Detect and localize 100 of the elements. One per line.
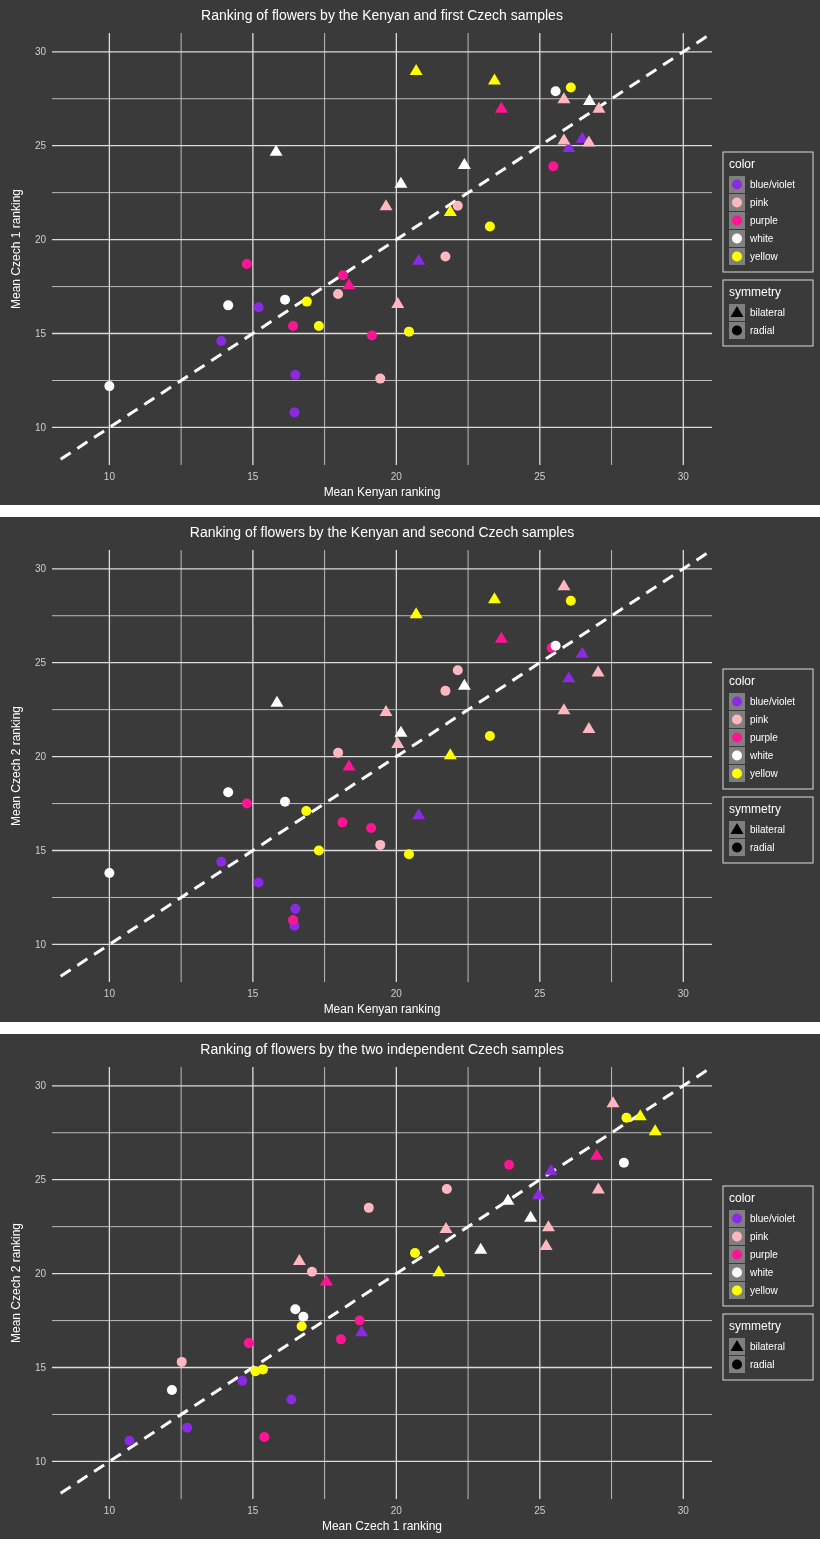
point bbox=[289, 407, 300, 418]
point bbox=[243, 1338, 254, 1349]
point bbox=[313, 321, 324, 332]
point bbox=[375, 839, 386, 850]
y-axis-title: Mean Czech 2 ranking bbox=[9, 705, 23, 827]
point bbox=[606, 1096, 620, 1108]
y-tick-label: 10 bbox=[34, 421, 47, 433]
point bbox=[452, 200, 463, 211]
text: radial bbox=[750, 1359, 775, 1370]
x-tick-label: 20 bbox=[390, 1505, 403, 1516]
point bbox=[313, 845, 324, 856]
y-axis-title: Mean Czech 2 ranking bbox=[9, 1222, 23, 1344]
x-tick-label: 25 bbox=[534, 988, 546, 999]
point bbox=[335, 1334, 346, 1345]
y-tick-label: 20 bbox=[34, 751, 47, 763]
x-tick-label: 20 bbox=[390, 988, 403, 999]
text: radial bbox=[750, 842, 775, 853]
legend-title: color bbox=[729, 674, 756, 688]
point bbox=[557, 703, 571, 715]
point bbox=[253, 877, 264, 888]
point bbox=[557, 92, 571, 104]
point bbox=[394, 725, 408, 737]
point bbox=[582, 135, 596, 147]
point bbox=[443, 204, 457, 216]
legend-label: blue/violet bbox=[750, 696, 796, 707]
point bbox=[410, 1247, 420, 1258]
point bbox=[333, 289, 344, 300]
point bbox=[565, 82, 576, 93]
legend-label: pink bbox=[750, 1231, 770, 1242]
x-tick-label: 30 bbox=[677, 471, 690, 482]
point bbox=[539, 1238, 553, 1250]
point bbox=[633, 1109, 647, 1121]
legend-title: color bbox=[729, 1191, 756, 1205]
point bbox=[298, 1311, 309, 1322]
point bbox=[457, 157, 471, 169]
point bbox=[590, 1148, 604, 1160]
point bbox=[241, 259, 252, 270]
x-axis-title: Mean Czech 1 ranking bbox=[321, 1519, 443, 1533]
x-axis-title: Mean Kenyan ranking bbox=[323, 1002, 441, 1016]
y-tick-label: 20 bbox=[34, 234, 47, 246]
y-tick-label: 30 bbox=[34, 1080, 47, 1092]
point bbox=[253, 302, 264, 313]
point bbox=[524, 1210, 538, 1222]
y-tick-label: 25 bbox=[34, 657, 47, 669]
point bbox=[223, 787, 234, 798]
point bbox=[301, 806, 312, 817]
legend-label: white bbox=[749, 750, 774, 761]
point bbox=[176, 1356, 187, 1367]
y-tick-label: 10 bbox=[34, 1455, 47, 1467]
point bbox=[412, 253, 426, 265]
point bbox=[391, 296, 405, 308]
y-tick-label: 25 bbox=[34, 1174, 47, 1186]
point bbox=[541, 1220, 555, 1232]
point bbox=[550, 86, 561, 97]
legend-label: purple bbox=[750, 215, 779, 226]
point bbox=[443, 748, 457, 760]
point bbox=[241, 798, 252, 809]
point bbox=[354, 1315, 365, 1326]
point bbox=[216, 856, 227, 867]
point bbox=[270, 695, 284, 707]
point bbox=[565, 595, 576, 606]
point bbox=[290, 903, 301, 914]
legend-label: yellow bbox=[750, 768, 779, 779]
point bbox=[292, 1253, 306, 1265]
x-tick-label: 10 bbox=[103, 988, 116, 999]
chart-title: Ranking of flowers by the two independent Czech samples bbox=[200, 1041, 564, 1057]
x-tick-label: 10 bbox=[103, 1505, 116, 1516]
chart-title: Ranking of flowers by the Kenyan and second Czech samples bbox=[189, 524, 575, 540]
point bbox=[104, 868, 115, 879]
point bbox=[391, 736, 405, 748]
chart-title: Ranking of flowers by the Kenyan and first Czech samples bbox=[201, 7, 563, 23]
point bbox=[548, 161, 559, 172]
legend-label: white bbox=[749, 1267, 774, 1278]
point bbox=[501, 1193, 515, 1205]
point bbox=[280, 796, 291, 807]
point bbox=[591, 1182, 605, 1194]
legend-label: yellow bbox=[750, 1285, 779, 1296]
point bbox=[269, 144, 283, 156]
x-tick-label: 15 bbox=[247, 1505, 259, 1516]
point bbox=[355, 1325, 369, 1337]
point bbox=[296, 1321, 307, 1332]
legend-label: pink bbox=[750, 714, 770, 725]
point bbox=[621, 1112, 632, 1123]
point bbox=[487, 592, 501, 604]
legend-title: color bbox=[729, 157, 756, 171]
point bbox=[562, 671, 576, 683]
point bbox=[337, 817, 348, 828]
point bbox=[487, 73, 501, 85]
point bbox=[409, 64, 423, 76]
point bbox=[484, 730, 495, 741]
point bbox=[342, 759, 356, 771]
point bbox=[379, 705, 393, 717]
point bbox=[280, 294, 291, 305]
point bbox=[440, 251, 451, 262]
y-tick-label: 25 bbox=[34, 140, 47, 152]
point bbox=[237, 1375, 248, 1386]
text: symmetry bbox=[729, 1319, 781, 1333]
point bbox=[182, 1422, 193, 1433]
point bbox=[257, 1364, 268, 1375]
legend-label: purple bbox=[750, 1249, 779, 1260]
